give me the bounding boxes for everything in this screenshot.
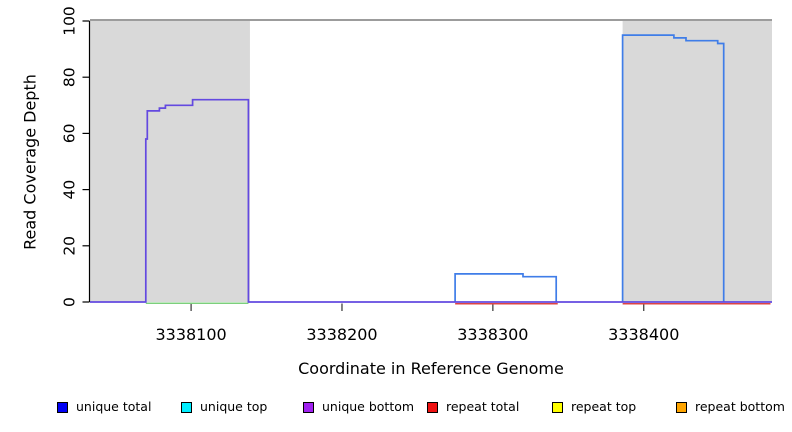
legend-label-unique-top: unique top bbox=[200, 399, 268, 414]
legend-swatch-unique-bottom-icon bbox=[303, 402, 314, 413]
x-axis-title: Coordinate in Reference Genome bbox=[298, 359, 564, 378]
x-tick-label: 3338300 bbox=[457, 325, 528, 344]
plot-area: 0 20 40 60 80 100 3338100 3338200 3338300 3338400 bbox=[61, 6, 772, 344]
legend-swatch-unique-total-icon bbox=[57, 402, 68, 413]
series-unique-bottom bbox=[90, 98, 772, 303]
y-tick-label: 0 bbox=[61, 297, 79, 307]
y-axis-title: Read Coverage Depth bbox=[20, 74, 40, 250]
y-tick-label: 80 bbox=[61, 67, 79, 87]
legend-label-repeat-top: repeat top bbox=[571, 399, 637, 414]
legend-swatch-repeat-top-icon bbox=[552, 402, 563, 413]
shaded-region bbox=[622, 21, 772, 302]
legend-label-repeat-total: repeat total bbox=[446, 399, 520, 414]
x-tick-label: 3338100 bbox=[155, 325, 226, 344]
y-tick-label: 100 bbox=[61, 6, 79, 36]
x-tick-label: 3338400 bbox=[608, 325, 679, 344]
series-unique-total bbox=[454, 273, 558, 302]
legend-label-repeat-bottom: repeat bottom bbox=[695, 399, 785, 414]
legend: unique total unique top unique bottom repea… bbox=[0, 398, 792, 422]
legend-swatch-unique-top-icon bbox=[181, 402, 192, 413]
shaded-region bbox=[90, 21, 250, 302]
series-unique-total bbox=[621, 34, 725, 302]
legend-swatch-repeat-bottom-icon bbox=[676, 402, 687, 413]
legend-swatch-repeat-total-icon bbox=[427, 402, 438, 413]
legend-label-unique-total: unique total bbox=[76, 399, 152, 414]
y-tick-label: 60 bbox=[61, 124, 79, 144]
y-tick-label: 40 bbox=[61, 180, 79, 200]
y-tick-label: 20 bbox=[61, 236, 79, 256]
legend-label-unique-bottom: unique bottom bbox=[322, 399, 415, 414]
x-tick-label: 3338200 bbox=[306, 325, 377, 344]
